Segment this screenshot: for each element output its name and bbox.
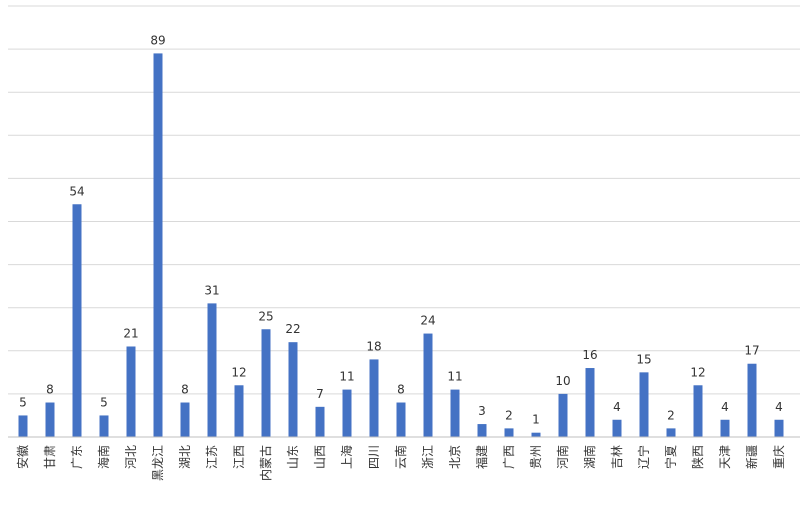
category-label: 福建 [474, 445, 489, 469]
bar-山西 [315, 406, 325, 437]
data-label: 11 [339, 370, 354, 384]
bar-山东 [288, 342, 298, 437]
category-label: 浙江 [421, 445, 435, 469]
category-label: 山东 [286, 445, 300, 469]
data-label: 7 [316, 387, 324, 401]
data-label: 10 [555, 374, 570, 388]
bar-福建 [477, 424, 487, 437]
data-label: 4 [721, 400, 729, 414]
data-label: 18 [366, 339, 381, 353]
data-label: 4 [613, 400, 621, 414]
category-label: 江西 [232, 445, 246, 469]
category-label: 宁夏 [663, 445, 678, 469]
category-label: 湖北 [177, 445, 192, 469]
category-label: 新疆 [744, 445, 759, 469]
data-label: 12 [231, 365, 246, 379]
data-label: 17 [744, 344, 759, 358]
data-label: 22 [285, 322, 300, 336]
category-label: 河北 [124, 445, 138, 469]
data-label: 15 [636, 352, 651, 366]
data-label: 25 [258, 309, 273, 323]
bar-河南 [558, 393, 568, 437]
data-label: 24 [420, 314, 435, 328]
bar-辽宁 [639, 372, 649, 437]
data-label: 5 [100, 395, 108, 409]
bar-浙江 [423, 333, 433, 437]
data-label: 8 [46, 383, 54, 397]
data-label: 11 [447, 370, 462, 384]
bar-吉林 [612, 419, 622, 437]
category-labels: 安徽 甘肃 广东 海南 河北 黑龙江 湖北 江苏 江西 内蒙古 山东 山西 上海 四川 云南 浙江 北京 福建 广西… [15, 445, 786, 481]
data-label: 1 [532, 413, 540, 427]
bar-广西 [504, 428, 514, 437]
bars [18, 53, 784, 437]
data-label: 8 [181, 383, 189, 397]
category-label: 陕西 [690, 445, 705, 469]
bar-广东 [72, 204, 82, 437]
category-label: 贵州 [529, 445, 543, 469]
category-label: 辽宁 [636, 445, 651, 469]
bar-云南 [396, 402, 406, 437]
data-label: 5 [19, 395, 27, 409]
category-label: 河南 [555, 445, 570, 469]
category-label: 广东 [70, 445, 84, 469]
bar-陕西 [693, 385, 703, 437]
bar-北京 [450, 389, 460, 437]
data-label: 89 [150, 33, 165, 47]
category-label: 甘肃 [43, 445, 57, 469]
bar-内蒙古 [261, 329, 271, 437]
category-label: 北京 [448, 445, 462, 469]
category-label: 海南 [96, 445, 111, 469]
data-label: 8 [397, 383, 405, 397]
category-label: 广西 [502, 445, 516, 469]
category-label: 天津 [718, 445, 732, 469]
bar-四川 [369, 359, 379, 437]
bar-黑龙江 [153, 53, 163, 437]
data-label: 12 [690, 365, 705, 379]
category-label: 山西 [313, 445, 327, 469]
bar-江西 [234, 385, 244, 437]
bar-河北 [126, 346, 136, 437]
category-label: 重庆 [772, 445, 786, 469]
data-label: 31 [204, 283, 219, 297]
data-label: 54 [69, 184, 84, 198]
category-label: 吉林 [610, 445, 624, 469]
bar-宁夏 [666, 428, 676, 437]
category-label: 云南 [393, 445, 408, 469]
category-label: 安徽 [15, 445, 30, 469]
bar-新疆 [747, 363, 757, 437]
category-label: 四川 [367, 445, 381, 469]
bar-湖北 [180, 402, 190, 437]
bar-重庆 [774, 419, 784, 437]
data-label: 4 [775, 400, 783, 414]
category-label: 上海 [339, 445, 354, 469]
bar-上海 [342, 389, 352, 437]
category-label: 黑龙江 [151, 445, 165, 481]
data-label: 3 [478, 404, 486, 418]
category-label: 湖南 [582, 445, 597, 469]
bar-天津 [720, 419, 730, 437]
bar-贵州 [531, 432, 541, 437]
data-label: 21 [123, 326, 138, 340]
data-label: 2 [667, 408, 675, 422]
bar-安徽 [18, 415, 28, 437]
category-label: 内蒙古 [258, 445, 273, 481]
category-label: 江苏 [205, 445, 219, 469]
bar-甘肃 [45, 402, 55, 437]
gridlines [8, 5, 800, 395]
bar-湖南 [585, 368, 595, 437]
data-label: 16 [582, 348, 597, 362]
bar-江苏 [207, 303, 217, 437]
bar-海南 [99, 415, 109, 437]
data-label: 2 [505, 408, 513, 422]
